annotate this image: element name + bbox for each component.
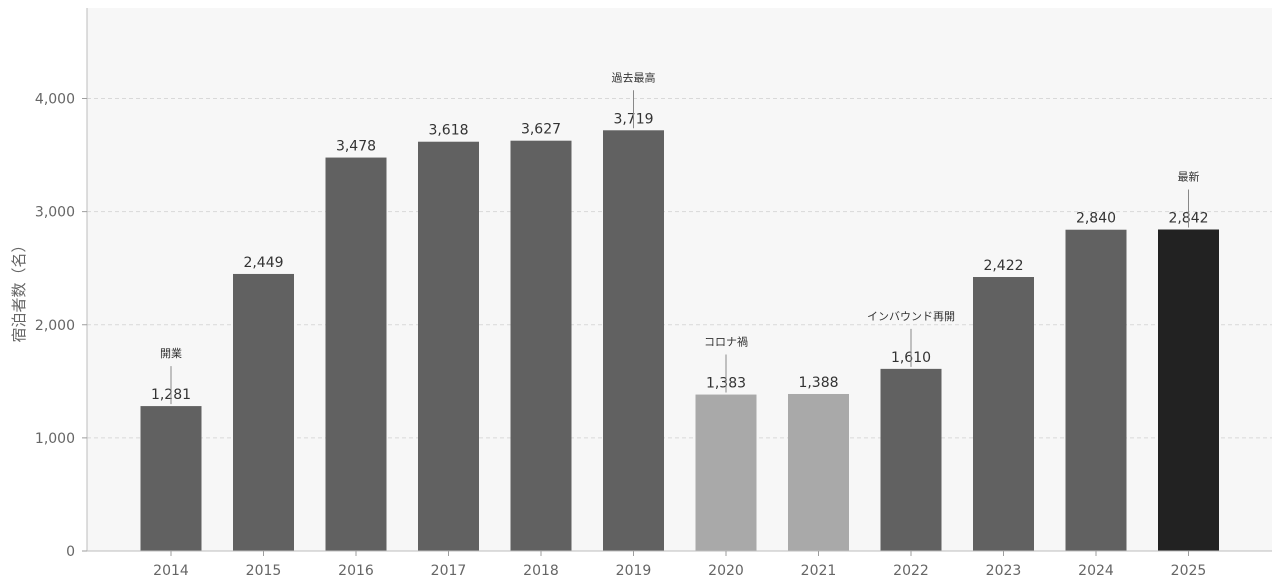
bar-2020 xyxy=(695,394,757,551)
x-tick-label-2021: 2021 xyxy=(801,563,837,577)
bar-2018 xyxy=(510,140,572,551)
x-tick-label-2022: 2022 xyxy=(893,563,929,577)
bar-value-label-2023: 2,422 xyxy=(983,258,1023,274)
bar-2021 xyxy=(788,393,849,551)
x-tick-label-2015: 2015 xyxy=(246,563,282,577)
bar-value-label-2016: 3,478 xyxy=(336,139,376,155)
y-tick-labels: 0 1,000 2,000 3,000 4,000 xyxy=(35,92,87,560)
bar-value-label-2024: 2,840 xyxy=(1076,211,1116,227)
annotation-2022: インバウンド再開 xyxy=(867,310,955,323)
y-tick-label: 4,000 xyxy=(35,92,75,108)
x-tick-label-2024: 2024 xyxy=(1078,563,1114,577)
bar-2023 xyxy=(973,277,1034,551)
y-tick-label: 3,000 xyxy=(35,205,75,221)
annotation-2025: 最新 xyxy=(1178,169,1200,183)
x-tick-label-2017: 2017 xyxy=(431,563,467,577)
x-tick-label-2018: 2018 xyxy=(523,563,559,577)
x-tick-label-2019: 2019 xyxy=(616,563,652,577)
annotation-2019: 過去最高 xyxy=(612,70,656,84)
y-tick-label: 0 xyxy=(66,544,75,560)
bar-value-label-2018: 3,627 xyxy=(521,122,561,138)
bar-2016 xyxy=(325,157,387,551)
bar-2025 xyxy=(1158,229,1219,551)
bars xyxy=(140,130,1219,551)
bar-value-label-2021: 1,388 xyxy=(798,375,838,391)
x-tick-label-2016: 2016 xyxy=(338,563,374,577)
annotation-2014: 開業 xyxy=(160,347,182,360)
bar-2017 xyxy=(418,141,479,551)
y-tick-label: 2,000 xyxy=(35,318,75,334)
annotation-2020: コロナ禍 xyxy=(704,335,748,349)
bar-2015 xyxy=(233,273,294,551)
x-tick-label-2023: 2023 xyxy=(986,563,1022,577)
bar-value-label-2017: 3,618 xyxy=(428,123,468,139)
x-tick-label-2014: 2014 xyxy=(153,563,189,577)
bar-2019 xyxy=(603,130,664,551)
bar-2014 xyxy=(140,406,202,551)
y-axis-label: 宿泊者数（名） xyxy=(10,237,28,342)
bar-2024 xyxy=(1065,229,1127,551)
bar-2022 xyxy=(880,368,942,551)
y-tick-label: 1,000 xyxy=(35,431,75,447)
bar-value-label-2015: 2,449 xyxy=(243,255,283,271)
x-tick-label-2025: 2025 xyxy=(1171,563,1207,577)
x-tick-labels: 2014 2015 2016 2017 2018 2019 2020 2021 2022 2023… xyxy=(153,551,1206,577)
x-tick-label-2020: 2020 xyxy=(708,563,744,577)
